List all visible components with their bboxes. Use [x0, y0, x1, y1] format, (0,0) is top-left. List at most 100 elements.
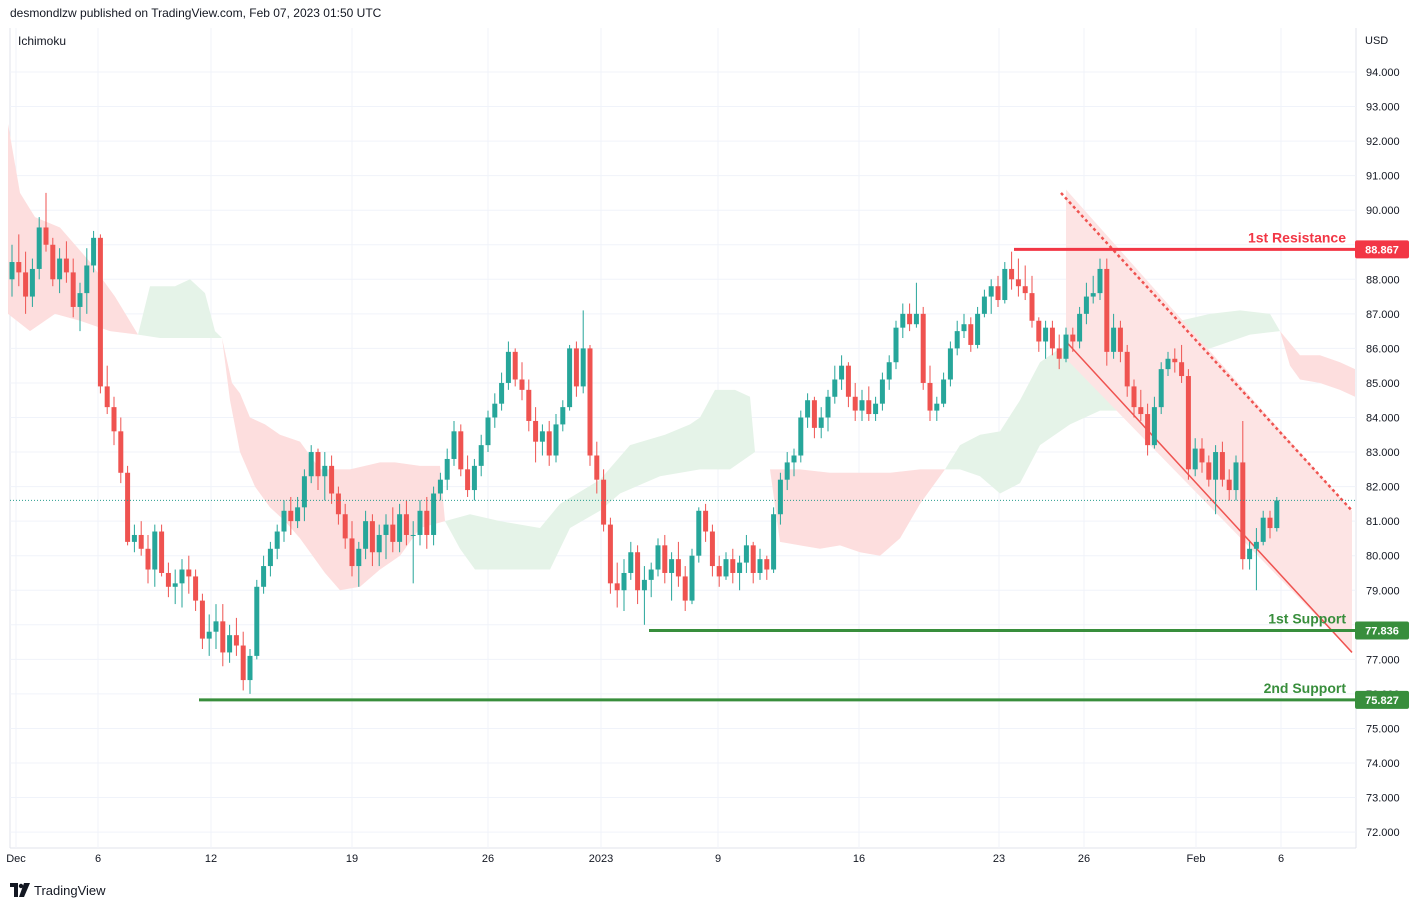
- candle-body: [879, 379, 885, 404]
- candle-body: [478, 445, 484, 466]
- y-tick-label: 82.000: [1366, 482, 1400, 494]
- candle-body: [322, 465, 328, 477]
- candle-body: [451, 431, 457, 459]
- candle-body: [342, 514, 348, 539]
- y-tick-label: 73.000: [1366, 793, 1400, 805]
- candle-body: [1199, 448, 1205, 463]
- candle-body: [743, 545, 749, 563]
- candle-body: [1056, 348, 1062, 359]
- candle-body: [220, 621, 226, 653]
- candle-body: [1049, 327, 1055, 349]
- y-tick-label: 83.000: [1366, 447, 1400, 459]
- candle-body: [91, 237, 97, 266]
- candle-body: [1022, 286, 1028, 294]
- cloud-bullish: [138, 279, 222, 339]
- candle-body: [546, 431, 552, 456]
- candle-body: [805, 400, 811, 418]
- candle-body: [1247, 548, 1253, 560]
- candle-body: [315, 452, 321, 477]
- candle-body: [206, 631, 212, 639]
- resistance-label: 1st Resistance: [1248, 229, 1346, 245]
- price-axis[interactable]: USD94.00093.00092.00091.00090.00089.0008…: [1355, 35, 1409, 839]
- candle-body: [233, 635, 239, 646]
- indicator-label[interactable]: Ichimoku: [18, 34, 67, 48]
- support-label: 1st Support: [1268, 610, 1346, 626]
- candle-body: [920, 313, 926, 383]
- candle-body: [1131, 386, 1137, 408]
- candle-body: [1083, 296, 1089, 314]
- candle-body: [941, 379, 947, 404]
- candle-body: [1158, 369, 1164, 408]
- x-tick-label: 6: [1278, 853, 1284, 865]
- candle-body: [397, 514, 403, 542]
- candle-body: [125, 472, 131, 542]
- candle-body: [560, 407, 566, 425]
- candle-body: [845, 365, 851, 397]
- candle-body: [431, 493, 437, 535]
- candle-body: [267, 548, 273, 567]
- candle-body: [152, 531, 158, 570]
- candle-body: [1009, 268, 1015, 280]
- candle-body: [9, 262, 15, 280]
- candle-body: [410, 534, 416, 536]
- resistance-price-badge: [1355, 240, 1409, 259]
- candle-body: [669, 559, 675, 573]
- candle-body: [1219, 452, 1225, 480]
- candle-body: [1172, 358, 1178, 363]
- candle-body: [1192, 448, 1198, 470]
- candle-body: [118, 431, 124, 473]
- support-label: 2nd Support: [1264, 680, 1347, 696]
- candle-body: [907, 313, 913, 325]
- candle-body: [417, 510, 423, 535]
- candle-body: [505, 351, 511, 383]
- candle-body: [403, 514, 409, 535]
- candle-body: [465, 469, 471, 491]
- candle-body: [485, 417, 491, 446]
- candle-body: [16, 262, 22, 273]
- candle-body: [70, 272, 76, 307]
- y-tick-label: 79.000: [1366, 585, 1400, 597]
- tradingview-footer[interactable]: TradingView: [10, 880, 106, 900]
- candle-body: [159, 531, 165, 573]
- candle-body: [1145, 414, 1151, 446]
- candle-body: [329, 465, 335, 494]
- time-axis[interactable]: Dec 6 12 19 26 2023 9 16 23 26 Feb 6: [6, 853, 1284, 865]
- candle-body: [1240, 462, 1246, 560]
- support-price-text: 77.836: [1365, 625, 1399, 637]
- cloud-bearish: [770, 469, 945, 556]
- candle-body: [1260, 517, 1266, 542]
- candle-body: [390, 524, 396, 542]
- channel-fill: [1066, 189, 1352, 653]
- y-tick-label: 92.000: [1366, 136, 1400, 148]
- candle-body: [737, 562, 743, 573]
- candle-body: [594, 455, 600, 480]
- candle-body: [1179, 362, 1185, 377]
- candle-body: [621, 572, 627, 591]
- candle-body: [648, 569, 654, 580]
- candle-body: [308, 452, 314, 477]
- y-tick-label: 75.000: [1366, 723, 1400, 735]
- candle-body: [247, 655, 253, 681]
- candle-body: [927, 382, 933, 411]
- candle-body: [274, 531, 280, 549]
- candle-body: [519, 379, 525, 390]
- candlesticks: [9, 192, 1280, 694]
- candle-body: [492, 403, 498, 418]
- candle-body: [723, 559, 729, 577]
- tradingview-logo-icon: [10, 883, 30, 897]
- candle-body: [1070, 334, 1076, 342]
- y-tick-label: 90.000: [1366, 205, 1400, 217]
- candle-body: [954, 331, 960, 349]
- candle-body: [764, 559, 770, 570]
- y-tick-label: 87.000: [1366, 309, 1400, 321]
- candle-body: [995, 286, 1001, 301]
- candle-body: [281, 510, 287, 532]
- cloud-bearish: [8, 123, 138, 335]
- support-price-text: 75.827: [1365, 695, 1399, 707]
- x-tick-label: 26: [482, 853, 494, 865]
- candle-body: [975, 313, 981, 345]
- candle-body: [791, 455, 797, 463]
- candle-body: [77, 293, 83, 307]
- candle-body: [777, 479, 783, 515]
